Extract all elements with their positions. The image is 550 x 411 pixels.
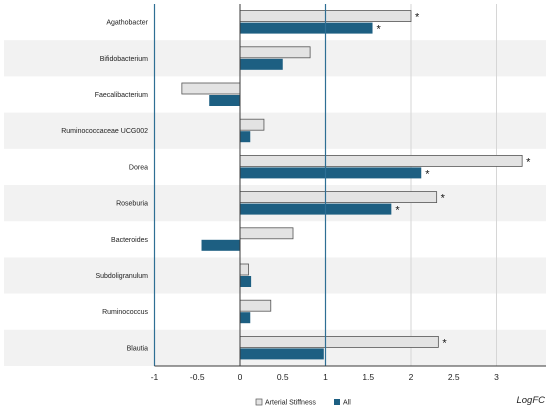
bar-all — [240, 131, 251, 143]
significance-star: * — [415, 12, 420, 24]
bar-arterial-stiffness — [239, 299, 272, 312]
x-tick-label: 2 — [409, 372, 414, 382]
category-label: Bacteroides — [111, 237, 148, 244]
bar-arterial-stiffness — [239, 263, 249, 276]
category-label: Ruminococcaceae UCG002 — [61, 128, 148, 135]
category-label: Ruminococcus — [102, 309, 148, 316]
row-band — [4, 40, 546, 77]
row-band — [4, 112, 546, 149]
bar-arterial-stiffness — [239, 154, 523, 167]
category-label: Roseburia — [116, 201, 148, 208]
bar-all — [240, 203, 392, 215]
bar-all — [209, 95, 240, 106]
bar-all — [240, 312, 251, 324]
labels: * * Agathobacter Bifidobacterium Faecalibact… — [61, 12, 545, 406]
bar-all — [240, 167, 422, 179]
x-tick-label: 2.5 — [448, 372, 460, 382]
significance-star: * — [377, 24, 382, 36]
bar-arterial-stiffness — [239, 46, 311, 59]
bar-arterial-stiffness — [239, 118, 265, 131]
grid-lines — [410, 4, 497, 366]
x-tick-label: 1 — [323, 372, 328, 382]
bar-all — [240, 58, 283, 70]
bar-arterial-stiffness — [239, 335, 439, 348]
legend-swatch-arterial-stiffness — [255, 398, 263, 406]
category-label: Dorea — [129, 164, 148, 171]
significance-star: * — [442, 337, 447, 349]
axes — [153, 4, 546, 367]
legend-label-arterial-stiffness: Arterial Stiffness — [265, 400, 316, 407]
x-tick-label: 0 — [238, 372, 243, 382]
bar-arterial-stiffness — [181, 82, 241, 95]
x-tick-label: -1 — [151, 372, 159, 382]
category-label: Bifidobacterium — [100, 56, 148, 63]
row-bands — [4, 40, 546, 366]
legend-label-all: All — [343, 400, 351, 407]
bar-all — [240, 22, 373, 34]
significance-star: * — [395, 205, 400, 217]
x-tick-label: 0.5 — [277, 372, 289, 382]
category-label: Subdoligranulum — [95, 273, 148, 280]
bar-arterial-stiffness — [239, 227, 294, 240]
bar-all — [240, 276, 252, 287]
x-axis-title: LogFC — [516, 395, 545, 406]
legend: Arterial Stiffness All — [255, 398, 351, 407]
row-band — [4, 257, 546, 294]
bar-all — [240, 348, 324, 360]
bar-arterial-stiffness — [239, 191, 438, 204]
legend-swatch-all — [334, 399, 340, 405]
x-tick-label: 1.5 — [362, 372, 374, 382]
significance-star: * — [526, 156, 531, 168]
x-tick-label: 3 — [494, 372, 499, 382]
category-label: Faecalibacterium — [95, 92, 148, 99]
x-tick-label: -0.5 — [190, 372, 205, 382]
significance-star: * — [425, 168, 430, 180]
bar-all — [201, 239, 240, 251]
category-label: Agathobacter — [106, 20, 148, 27]
row-band — [4, 329, 546, 366]
significance-star: * — [441, 193, 446, 205]
row-band — [4, 185, 546, 222]
category-label: Blautia — [127, 345, 149, 352]
